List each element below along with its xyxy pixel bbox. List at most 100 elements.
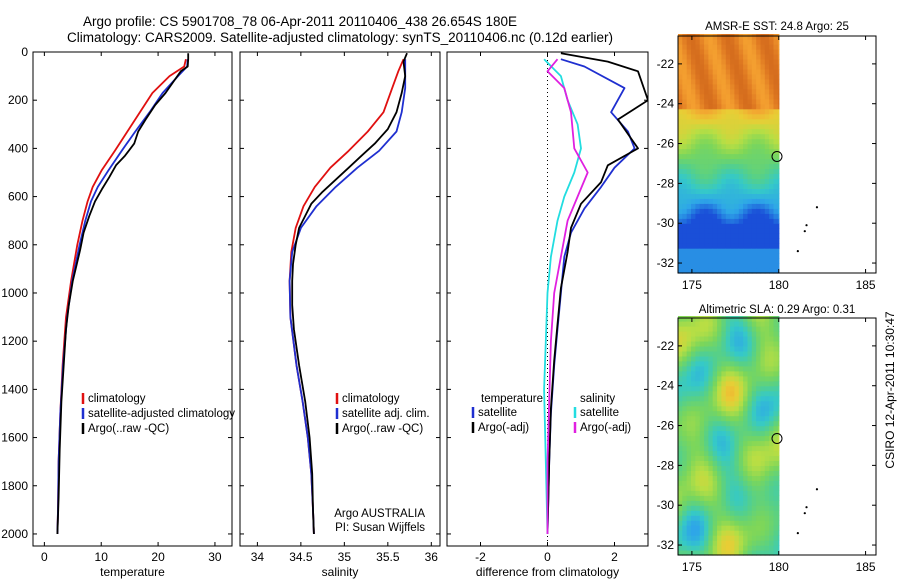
sst-map-cell: [743, 163, 748, 170]
diff-legend-temperature-header: temperature: [481, 393, 543, 405]
sst-map-cell: [751, 163, 757, 170]
sst-map-cell: [717, 58, 722, 65]
sla-map-cell: [695, 505, 701, 511]
sst-map-cell: [747, 93, 753, 100]
sst-map-cell: [717, 233, 722, 239]
sst-map-cell: [777, 213, 780, 219]
sla-map-cell: [682, 495, 688, 501]
sst-map-cell: [695, 223, 701, 229]
sla-map-cell: [756, 330, 762, 337]
sla-map-cell: [712, 435, 718, 442]
sla-map-cell: [747, 380, 753, 387]
sst-map-cell: [678, 88, 683, 95]
sst-map-cell: [756, 133, 762, 140]
sst-map-cell: [743, 233, 748, 239]
sst-map-cell: [738, 34, 744, 40]
sst-map-cell: [764, 208, 770, 214]
sla-map-cell: [764, 480, 770, 486]
sst-map-cell: [756, 188, 762, 194]
sst-map-cell: [734, 63, 740, 70]
sla-map-cell: [721, 316, 727, 322]
sla-map-cell: [712, 490, 718, 496]
sst-map-cell: [691, 208, 696, 214]
sst-map-cell: [764, 68, 770, 75]
sla-map-cell: [760, 470, 766, 476]
sst-map-cell: [769, 163, 775, 170]
sla-map-cell: [717, 435, 722, 442]
sst-map-cell: [769, 193, 775, 199]
sst-map-cell: [764, 238, 770, 244]
sla-map-coastline-point: [815, 488, 819, 491]
sla-map-cell: [751, 430, 757, 437]
temperature-series-satellite-adjusted-climatology: [56, 59, 189, 535]
sla-map-cell: [682, 455, 688, 461]
sla-map-cell: [717, 316, 722, 322]
sla-map-cell: [721, 365, 727, 372]
sst-map-cell: [678, 178, 683, 184]
sst-map-cell: [773, 83, 779, 90]
sla-map-cell: [777, 420, 780, 427]
sst-map-cell: [769, 248, 775, 254]
sst-map-cell: [756, 178, 762, 184]
sst-map-cell: [686, 158, 692, 165]
sst-map-cell: [686, 143, 692, 150]
sla-map-cell: [721, 420, 727, 427]
sla-map-cell: [747, 550, 753, 556]
sla-map-cell: [751, 465, 757, 471]
sst-map-cell: [712, 108, 718, 115]
sla-map-cell: [751, 545, 757, 551]
sla-map-cell: [704, 465, 709, 471]
sst-map-cell: [712, 168, 718, 174]
sst-map-cell: [760, 58, 766, 65]
sla-map-cell: [760, 330, 766, 337]
sla-map-cell: [756, 440, 762, 447]
sst-map-ytick-label: -28: [657, 176, 675, 190]
sla-map-cell: [738, 520, 744, 526]
sst-map-cell: [678, 198, 683, 204]
sla-map-cell: [743, 425, 748, 432]
sla-map-cell: [747, 430, 753, 437]
sst-map-cell: [751, 78, 757, 85]
sst-map-cell: [734, 183, 740, 189]
sst-map-cell: [704, 168, 709, 174]
sla-map-ytick-label: -30: [657, 498, 675, 512]
sst-map-cell: [686, 148, 692, 155]
sla-map-cell: [756, 545, 762, 551]
sst-map-cell: [743, 238, 748, 244]
sst-map-cell: [678, 143, 683, 150]
sla-map-cell: [695, 460, 701, 466]
sla-map-cell: [721, 445, 727, 452]
sst-map-cell: [699, 78, 705, 85]
sst-map-cell: [686, 123, 692, 130]
sla-map-cell: [708, 385, 714, 392]
sla-map-cell: [725, 455, 731, 461]
sla-map-cell: [738, 470, 744, 476]
sst-map-cell: [725, 123, 731, 130]
sla-map-cell: [738, 316, 744, 322]
sst-map-cell: [743, 243, 748, 249]
sla-map-cell: [678, 490, 683, 496]
sst-map-cell: [743, 178, 748, 184]
sla-map-cell: [730, 340, 735, 347]
sst-map-cell: [678, 228, 683, 234]
sst-map-cell: [769, 78, 775, 85]
sla-map-cell: [699, 520, 705, 526]
sla-map-cell: [717, 550, 722, 556]
sla-map-cell: [764, 380, 770, 387]
sla-map-cell: [721, 435, 727, 442]
sla-map-cell: [712, 495, 718, 501]
sla-map-cell: [747, 460, 753, 466]
sst-map-cell: [725, 163, 731, 170]
sst-map-cell: [717, 193, 722, 199]
sst-map-cell: [704, 213, 709, 219]
sla-map-cell: [769, 445, 775, 452]
sst-map-cell: [756, 128, 762, 135]
sst-map-cell: [725, 188, 731, 194]
sst-map-cell: [725, 178, 731, 184]
sla-map-cell: [717, 465, 722, 471]
salinity-series-argo-raw-qc-: [291, 52, 408, 535]
sst-map-cell: [751, 213, 757, 219]
sst-map-cell: [764, 228, 770, 234]
sla-map-cell: [730, 385, 735, 392]
sst-map-cell: [730, 68, 735, 75]
